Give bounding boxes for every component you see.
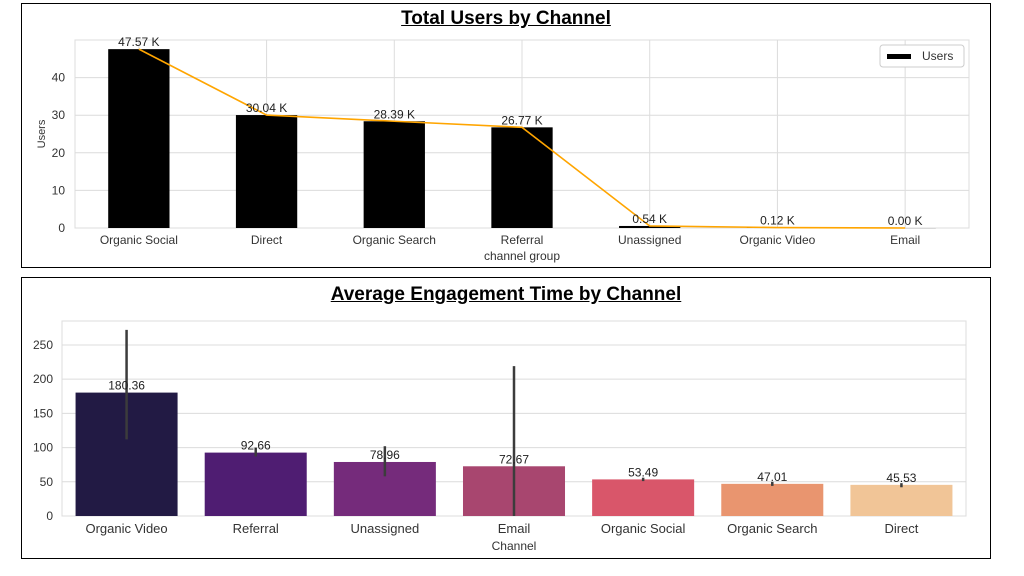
data-label: 53.49 [628,465,658,479]
x-tick-label: Unassigned [618,233,681,247]
engagement-chart-title: Average Engagement Time by Channel [330,284,682,305]
legend-swatch [887,54,911,59]
y-tick-label: 10 [52,183,66,197]
data-label: 72.67 [499,452,529,466]
engagement-chart: 0 50 100 150 200 250 180.36 92.66 78.96 72.67 53.4… [33,320,967,553]
bar [850,484,953,516]
y-tick-label: 30 [52,108,66,122]
data-label: 0.54 K [632,212,667,226]
y-tick-label: 100 [33,441,53,455]
data-label: 30.04 K [246,101,287,115]
data-label: 47.57 K [118,35,159,49]
x-tick-label: Organic Video [85,521,167,536]
x-tick-label: Organic Search [727,521,817,536]
x-tick-label: Organic Search [353,233,436,247]
data-label: 78.96 [370,448,400,462]
legend-box [879,44,965,68]
engagement-chart-panel: Average Engagement Time by Channel 0 50 10… [21,277,991,559]
y-tick-label: 20 [52,146,66,160]
x-tick-label: Organic Social [100,233,178,247]
legend-entry: Users [922,49,953,63]
bar [235,115,298,228]
x-tick-label: Email [498,521,531,536]
data-label: 45.53 [886,471,916,485]
x-tick-label: Organic Video [740,233,816,247]
bar [363,121,425,228]
x-axis-label: channel group [484,249,560,263]
x-tick-label: Organic Social [601,521,686,536]
y-tick-label: 40 [52,71,66,85]
y-tick-label: 0 [58,221,65,235]
y-tick-label: 250 [33,338,53,352]
users-chart-title: Total Users by Channel [401,8,611,29]
x-tick-label: Direct [251,233,283,247]
y-tick-label: 200 [33,372,53,386]
bar [108,49,170,229]
data-label: 26.77 K [501,113,542,127]
x-tick-label: Referral [501,233,544,247]
data-label: 180.36 [108,379,145,393]
x-tick-label: Unassigned [351,521,420,536]
y-tick-label: 0 [46,509,53,523]
x-tick-label: Direct [884,521,918,536]
data-label: 28.39 K [374,107,415,121]
bar [491,127,553,228]
users-trend-line [138,48,906,229]
y-tick-label: 150 [33,406,53,420]
x-tick-label: Referral [233,521,279,536]
users-chart: 0 10 20 30 40 47.57 K 30.04 K 28.39 K 26.77 K 0.5… [36,35,970,263]
y-axis-label: Users [36,119,48,148]
x-tick-label: Email [890,233,920,247]
y-tick-label: 50 [40,475,54,489]
data-label: 47.01 [757,470,787,484]
bar [204,452,307,516]
bar [592,479,695,516]
data-label: 92.66 [241,439,271,453]
data-label: 0.12 K [760,214,795,228]
bar [721,483,824,516]
bar [619,225,681,228]
data-label: 0.00 K [888,214,923,228]
x-axis-label: Channel [492,539,537,553]
users-chart-panel: Total Users by Channel 0 10 20 30 40 47.57 K 3… [21,3,991,268]
